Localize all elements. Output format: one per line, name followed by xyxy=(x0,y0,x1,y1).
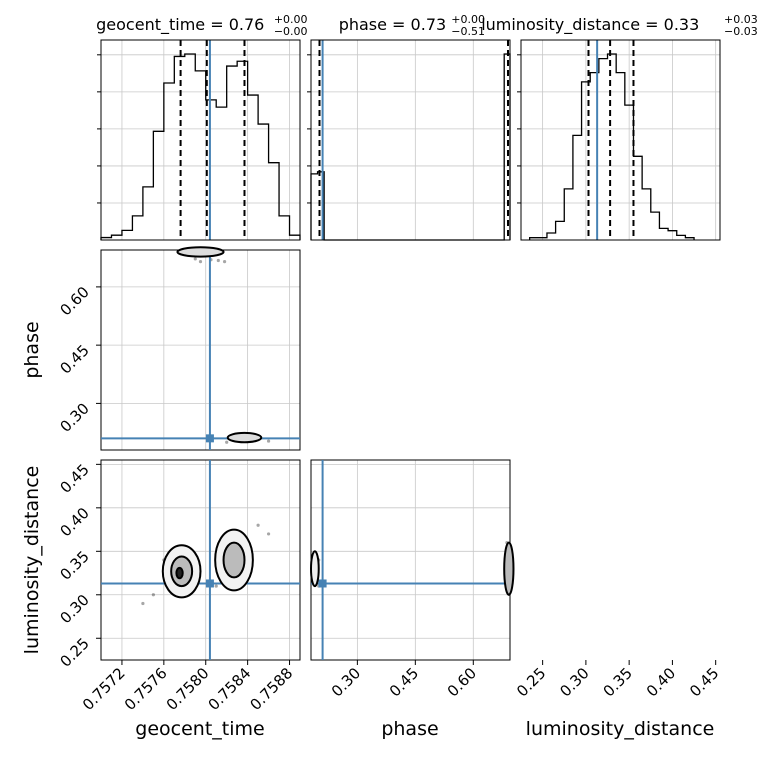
panel-frame xyxy=(100,459,301,661)
sample-point xyxy=(266,532,271,536)
title-upper-error: +0.03 xyxy=(724,13,758,26)
panel-title: luminosity_distance = 0.33 xyxy=(481,15,699,35)
x-axis-label-phase: phase xyxy=(381,718,438,740)
scatter-panel-geocent_time-phase xyxy=(100,249,301,451)
density-contour xyxy=(310,550,320,588)
panel-frame xyxy=(520,39,721,241)
title-lower-error: −0.51 xyxy=(451,25,485,38)
truth-marker xyxy=(205,434,214,443)
sample-point xyxy=(214,584,218,588)
hist-panel-luminosity_distance: luminosity_distance = 0.33 xyxy=(481,15,721,241)
y-tick-label: 0.45 xyxy=(56,460,92,496)
sample-point xyxy=(151,593,155,597)
y-axis-label-phase: phase xyxy=(21,321,43,378)
scatter-panel-phase-luminosity_distance xyxy=(310,459,511,661)
x-tick-label: 0.40 xyxy=(643,664,679,700)
y-tick-label: 0.60 xyxy=(56,283,92,319)
panel-frame xyxy=(100,249,301,451)
panel-frame xyxy=(310,39,511,241)
x-tick-label: 0.7588 xyxy=(247,664,297,714)
hist-panel-geocent_time: geocent_time = 0.76 xyxy=(96,15,301,241)
y-tick-label: 0.35 xyxy=(56,547,92,583)
histogram-phase xyxy=(310,53,511,241)
x-tick-label: 0.7576 xyxy=(121,664,171,714)
hist-panel-phase: phase = 0.73 xyxy=(307,15,511,241)
x-axis-label-luminosity-distance: luminosity_distance xyxy=(526,718,715,740)
truth-marker xyxy=(205,579,214,588)
x-tick-label: 0.7580 xyxy=(163,664,213,714)
y-tick-label: 0.30 xyxy=(56,399,92,435)
x-tick-label: 0.35 xyxy=(600,664,636,700)
x-tick-label: 0.60 xyxy=(444,664,480,700)
y-tick-label: 0.30 xyxy=(56,591,92,627)
panel-frame xyxy=(310,459,511,661)
density-contour xyxy=(503,541,515,596)
x-tick-label: 0.30 xyxy=(328,664,364,700)
density-contour xyxy=(175,566,184,580)
sample-point xyxy=(225,440,229,444)
sample-point xyxy=(266,439,271,443)
y-tick-label: 0.25 xyxy=(56,634,92,670)
y-axis-label-luminosity-distance: luminosity_distance xyxy=(21,466,43,655)
sample-point xyxy=(216,258,220,263)
x-tick-label: 0.45 xyxy=(386,664,422,700)
density-contour xyxy=(222,541,246,579)
x-tick-label: 0.30 xyxy=(556,664,592,700)
truth-marker xyxy=(318,579,327,588)
panel-title: geocent_time = 0.76 xyxy=(96,15,264,35)
sample-point xyxy=(256,523,260,527)
y-tick-label: 0.45 xyxy=(56,341,92,377)
histogram-luminosity_distance xyxy=(529,53,695,240)
x-tick-label: 0.25 xyxy=(513,664,549,700)
x-tick-label: 0.7584 xyxy=(205,664,255,714)
scatter-panel-geocent_time-luminosity_distance xyxy=(100,459,301,661)
sample-point xyxy=(141,601,145,606)
title-lower-error: −0.00 xyxy=(274,25,308,38)
title-upper-error: +0.00 xyxy=(274,13,308,26)
density-contour xyxy=(226,431,263,444)
sample-point xyxy=(198,260,203,264)
panel-title: phase = 0.73 xyxy=(339,15,446,34)
x-tick-label: 0.7572 xyxy=(79,664,129,714)
histogram-geocent_time xyxy=(100,53,301,240)
sample-point xyxy=(222,260,227,264)
y-tick-label: 0.40 xyxy=(56,504,92,540)
title-upper-error: +0.00 xyxy=(451,13,485,26)
sample-point xyxy=(193,257,197,261)
title-lower-error: −0.03 xyxy=(724,25,758,38)
density-contour xyxy=(176,246,225,258)
x-tick-label: 0.45 xyxy=(686,664,722,700)
panel-frame xyxy=(100,39,301,241)
x-axis-label-geocent-time: geocent_time xyxy=(135,718,264,740)
